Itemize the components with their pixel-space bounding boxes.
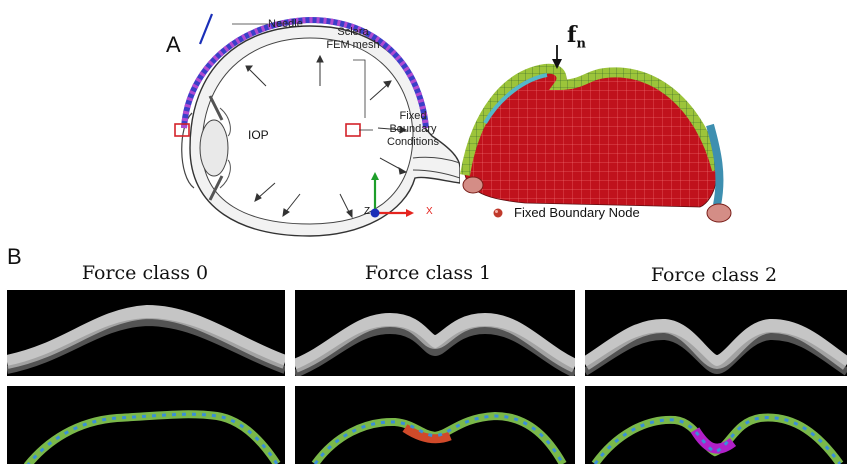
oct-scan-class-1: [295, 290, 575, 376]
fixed-label-line1: Fixed: [399, 110, 427, 122]
force-class-1-title: Force class 1: [364, 262, 492, 284]
fixed-label-line3: Conditions: [387, 136, 439, 148]
force-class-2-title: Force class 2: [650, 264, 778, 286]
lens: [199, 119, 229, 177]
oct-scan-class-2: [585, 290, 847, 376]
needle-label: Needle: [268, 18, 303, 30]
sclera-label-line2: FEM mesh: [326, 39, 380, 51]
force-symbol-subscript: n: [576, 36, 586, 52]
panel-b-label: B: [7, 244, 22, 269]
axis-x-label: X: [426, 206, 433, 217]
force-class-0-title: Force class 0: [81, 262, 209, 284]
oct-scan-class-0: [7, 290, 285, 376]
mesh-overlay-class-2: [585, 386, 847, 464]
iris: [208, 95, 224, 201]
needle: [198, 13, 214, 45]
fixed-node-legend-marker: [493, 208, 503, 218]
iop-label: IOP: [248, 128, 269, 142]
axis-z-label: Z: [364, 206, 371, 217]
force-symbol-f: f: [567, 22, 577, 48]
eye-inner-wall: [201, 37, 414, 225]
fem-dome-mesh: [460, 45, 732, 223]
sclera-label-line1: Sclera: [337, 26, 369, 38]
force-symbol: fn: [567, 22, 586, 51]
optic-nerve: [412, 156, 460, 179]
iop-arrows: [245, 54, 408, 219]
panel-a-label: A: [166, 32, 181, 57]
fixed-boundary-label: Fixed Boundary Conditions: [378, 110, 448, 149]
cornea: [181, 112, 195, 189]
sclera-label: Sclera FEM mesh: [318, 26, 388, 52]
fixed-label-line2: Boundary: [389, 123, 437, 135]
fixed-node-legend-label: Fixed Boundary Node: [514, 205, 640, 220]
axis-triad: [370, 172, 414, 218]
mesh-overlay-class-1: [295, 386, 575, 464]
mesh-overlay-class-0: [7, 386, 285, 464]
eye-schematic: [174, 13, 460, 237]
fixed-boundary-box-left: [174, 123, 190, 137]
ciliary-body: [219, 107, 231, 189]
